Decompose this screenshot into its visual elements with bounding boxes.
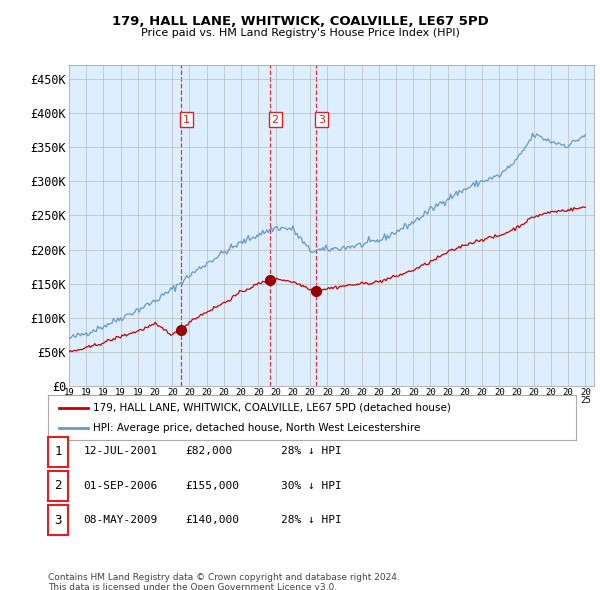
Text: £82,000: £82,000 (185, 447, 233, 456)
Text: 2: 2 (272, 114, 279, 124)
Text: 179, HALL LANE, WHITWICK, COALVILLE, LE67 5PD: 179, HALL LANE, WHITWICK, COALVILLE, LE6… (112, 15, 488, 28)
Text: 01-SEP-2006: 01-SEP-2006 (83, 481, 158, 490)
Text: 179, HALL LANE, WHITWICK, COALVILLE, LE67 5PD (detached house): 179, HALL LANE, WHITWICK, COALVILLE, LE6… (93, 403, 451, 412)
Text: 3: 3 (318, 114, 325, 124)
Text: 12-JUL-2001: 12-JUL-2001 (83, 447, 158, 456)
Text: 1: 1 (55, 445, 62, 458)
Text: 1: 1 (183, 114, 190, 124)
Text: 28% ↓ HPI: 28% ↓ HPI (281, 515, 342, 525)
Text: This data is licensed under the Open Government Licence v3.0.: This data is licensed under the Open Gov… (48, 583, 337, 590)
Text: 08-MAY-2009: 08-MAY-2009 (83, 515, 158, 525)
Text: £140,000: £140,000 (185, 515, 239, 525)
Text: 28% ↓ HPI: 28% ↓ HPI (281, 447, 342, 456)
Text: Price paid vs. HM Land Registry's House Price Index (HPI): Price paid vs. HM Land Registry's House … (140, 28, 460, 38)
Text: 30% ↓ HPI: 30% ↓ HPI (281, 481, 342, 490)
Text: £155,000: £155,000 (185, 481, 239, 490)
Text: Contains HM Land Registry data © Crown copyright and database right 2024.: Contains HM Land Registry data © Crown c… (48, 573, 400, 582)
Text: 3: 3 (55, 514, 62, 527)
Text: 2: 2 (55, 480, 62, 493)
Text: HPI: Average price, detached house, North West Leicestershire: HPI: Average price, detached house, Nort… (93, 424, 420, 434)
